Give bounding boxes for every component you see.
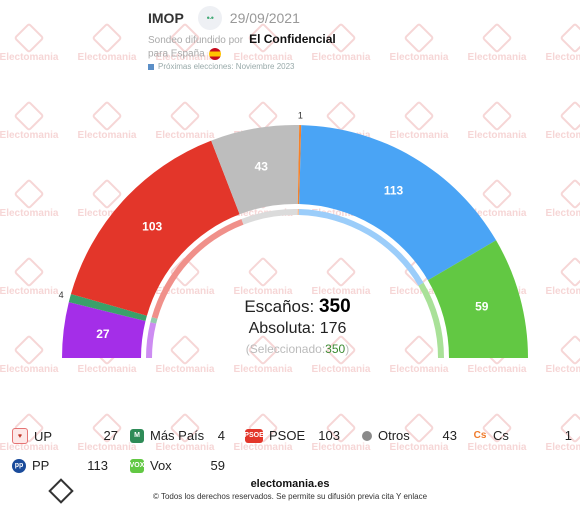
seat-segment-otros[interactable] (211, 125, 300, 215)
legend-value-psoe: 103 (318, 428, 340, 443)
hemicycle-labels: 27 4 103 43 1 113 59 (59, 110, 489, 340)
seat-label-otros: 43 (255, 160, 269, 174)
dot-icon (362, 430, 372, 441)
seats-total: 350 (318, 296, 351, 317)
legend-value-otros: 43 (442, 428, 457, 443)
hemicycle-segments (62, 125, 528, 358)
legend-item-cs[interactable]: Cs Cs (473, 428, 509, 443)
seat-segment-vox[interactable] (427, 240, 528, 358)
inner-ring-m-s-pa-s (150, 317, 158, 324)
vox-logo-icon: VOX (130, 458, 144, 473)
country-line: para España (148, 48, 336, 60)
selected-line: (Seleccionado:350) (245, 342, 350, 356)
legend-item-otros[interactable]: Otros (362, 428, 410, 443)
seat-label-cs: 1 (298, 110, 303, 120)
poll-date: 29/09/2021 (229, 10, 300, 26)
seats-summary: Escaños: 350 Absoluta: 176 (Seleccionado… (200, 296, 395, 356)
pollster-logo-icon: •·• (197, 6, 222, 30)
legend-item-mas-pais[interactable]: M Más País (130, 428, 204, 443)
seat-segment-m-s-pa-s[interactable] (68, 293, 147, 322)
pollster-name: IMOP (148, 10, 184, 26)
seat-label-vox: 59 (475, 300, 489, 314)
legend-item-pp[interactable]: pp PP (12, 458, 49, 473)
inner-ring-vox (418, 282, 444, 358)
next-elections: Próximas elecciones: Noviembre 2023 (148, 62, 336, 71)
majority-line: Absoluta: 176 (248, 320, 347, 337)
footer: electomania.es © Todos los derechos rese… (0, 478, 580, 501)
pp-logo-icon: pp (12, 458, 26, 473)
footer-copyright: © Todos los derechos reservados. Se perm… (152, 492, 428, 501)
legend-value-vox: 59 (210, 458, 225, 473)
poll-header: IMOP •·• 29/09/2021 Sondeo difundido por… (148, 6, 336, 71)
inner-ring-cs (297, 209, 300, 216)
inner-ring-otros (241, 208, 298, 225)
seat-segment-up[interactable] (62, 302, 146, 358)
seat-label-up: 27 (96, 327, 110, 341)
legend-item-psoe[interactable]: PSOE PSOE (244, 428, 306, 443)
ballot-box-icon (148, 63, 154, 70)
seats-total-line: Escaños: 350 (244, 296, 351, 317)
hemicycle-inner-ring (146, 208, 444, 358)
psoe-logo-icon: PSOE (244, 428, 264, 443)
legend-item-up[interactable]: ♥ UP (12, 428, 52, 444)
legend-value-mas-pais: 4 (217, 428, 225, 443)
legend-item-vox[interactable]: VOX Vox (129, 458, 172, 473)
spread-by: Sondeo difundido por El Confidencial (148, 32, 336, 46)
legend-value-cs: 1 (564, 428, 572, 443)
legend-value-pp: 113 (87, 458, 108, 473)
selected-value: 350 (325, 342, 346, 356)
inner-ring-up (146, 322, 157, 358)
seat-segment-pp[interactable] (299, 125, 497, 281)
heart-icon: ♥ (12, 428, 28, 444)
media-name: El Confidencial (249, 32, 336, 46)
spain-flag-icon (208, 48, 221, 60)
seat-label-m-s-pa-s: 4 (59, 290, 64, 300)
seat-segment-cs[interactable] (297, 125, 302, 205)
seat-label-pp: 113 (384, 184, 404, 198)
cs-logo-icon: Cs (473, 430, 487, 441)
seat-segment-psoe[interactable] (70, 140, 240, 316)
mas-pais-logo-icon: M (130, 428, 144, 443)
legend-value-up: 27 (103, 428, 118, 443)
footer-site: electomania.es (250, 478, 330, 490)
seat-label-psoe: 103 (142, 220, 162, 234)
